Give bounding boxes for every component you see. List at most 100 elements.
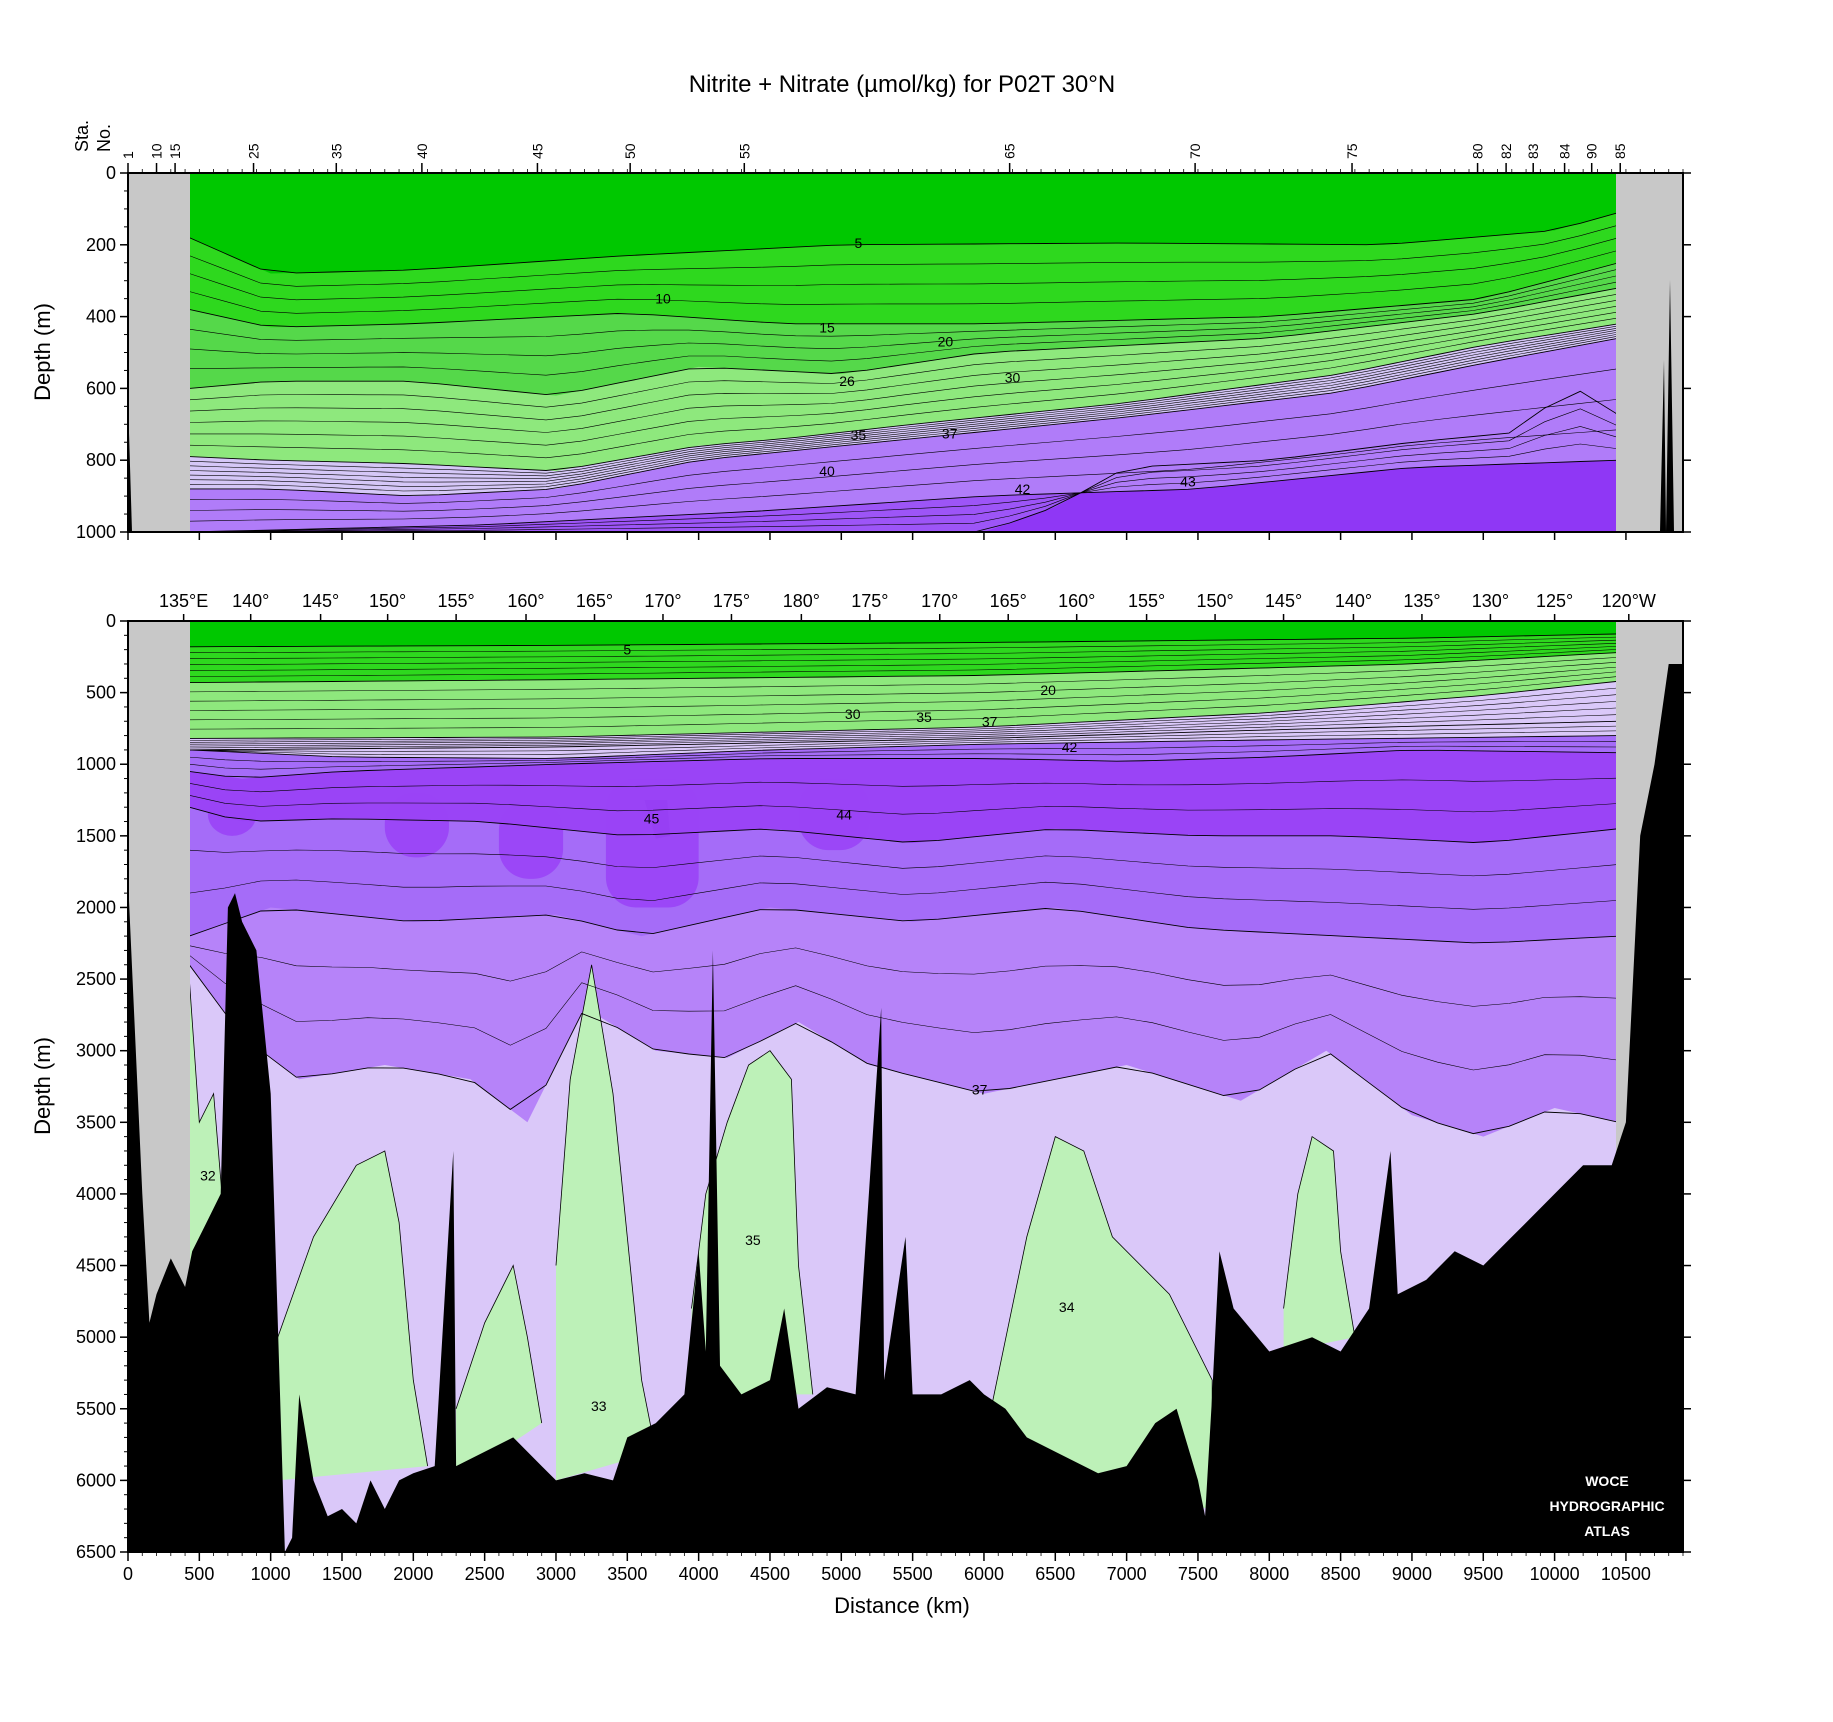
station-label: 25 xyxy=(246,143,262,159)
lower-eddy-core xyxy=(798,778,870,851)
upper-contour-line-minor xyxy=(189,333,1619,487)
upper-contour-line-minor xyxy=(189,398,1619,512)
lower-contour-line-minor xyxy=(189,642,1619,665)
lower-x-tick-label: 2500 xyxy=(465,1564,505,1584)
lower-contour-line-minor xyxy=(189,687,1619,741)
lower-contour-line xyxy=(189,633,1619,648)
lower-contour-line-minor xyxy=(189,849,1619,877)
lower-panel: 0500100015002000250030003500400045005000… xyxy=(30,591,1691,1618)
upper-contour-labels: 5 10 15 20 26 30 35 37 40 42 43 xyxy=(655,235,1196,497)
lower-contour-line-minor xyxy=(189,694,1619,743)
lower-contour-line-minor xyxy=(189,639,1619,659)
upper-contour-line-minor xyxy=(189,249,1619,314)
lower-y-axis-title: Depth (m) xyxy=(30,1037,55,1135)
upper-y-tick-label: 200 xyxy=(86,235,116,255)
longitude-label: 170° xyxy=(921,591,958,611)
lower-contour-line xyxy=(189,652,1619,684)
lower-eddy-core xyxy=(605,778,699,908)
longitude-label: 125° xyxy=(1536,591,1573,611)
lower-y-axis: 0 500 1000 1500 2000 2500 3000 3500 4000 4500 5000… xyxy=(76,611,1691,1562)
lower-x-tick-label: 4500 xyxy=(750,1564,790,1584)
lower-contour-line-deep xyxy=(990,1136,1213,1509)
lower-y-tick-label: 5500 xyxy=(76,1399,116,1419)
longitude-label: 170° xyxy=(644,591,681,611)
longitude-axis: 135°E 140° 145° 150° 155° 160° 165° 170° 175° 180… xyxy=(159,591,1656,621)
lower-y-tick-label: 2000 xyxy=(76,897,116,917)
lower-band-34-35 xyxy=(556,964,656,1481)
upper-y-axis: 0 200 400 600 800 1000 xyxy=(76,163,1691,542)
lower-x-tick-label: 1000 xyxy=(251,1564,291,1584)
upper-contour-label: 40 xyxy=(819,463,835,479)
longitude-label: 175° xyxy=(851,591,888,611)
upper-y-axis-title: Depth (m) xyxy=(30,303,55,401)
upper-contour-line-minor xyxy=(189,237,1619,301)
station-label: 35 xyxy=(328,143,344,159)
upper-contour-line xyxy=(189,459,1619,532)
lower-contour-line xyxy=(189,749,1619,778)
lower-y-tick-label: 6500 xyxy=(76,1542,116,1562)
lower-contour-label: 42 xyxy=(1062,739,1078,755)
lower-x-tick-label: 9000 xyxy=(1392,1564,1432,1584)
lower-y-tick-label: 6000 xyxy=(76,1470,116,1490)
upper-contour-line-minor xyxy=(189,305,1619,433)
station-label: 80 xyxy=(1470,143,1486,159)
station-label: 83 xyxy=(1525,143,1541,159)
longitude-label: 145° xyxy=(302,591,339,611)
upper-contour-line-minor xyxy=(189,224,1619,287)
lower-band-34-35 xyxy=(456,1265,542,1481)
lower-x-tick-label: 10500 xyxy=(1601,1564,1651,1584)
station-label: 82 xyxy=(1498,143,1514,159)
lower-x-tick-label: 6000 xyxy=(964,1564,1004,1584)
lower-y-tick-label: 4500 xyxy=(76,1256,116,1276)
lower-x-tick-label: 5000 xyxy=(821,1564,861,1584)
longitude-label: 145° xyxy=(1265,591,1302,611)
lower-y-tick-label: 1500 xyxy=(76,826,116,846)
lower-contour-line-minor xyxy=(189,725,1619,752)
upper-bands xyxy=(189,173,1619,532)
lower-contour-label: 20 xyxy=(1040,682,1056,698)
upper-contour-line-minor xyxy=(189,317,1619,459)
upper-contour-line xyxy=(189,323,1619,471)
station-label: 75 xyxy=(1344,143,1360,159)
station-axis-label-no: No. xyxy=(94,124,114,152)
lower-y-tick-label: 5000 xyxy=(76,1327,116,1347)
station-label: 65 xyxy=(1002,143,1018,159)
lower-contour-lines xyxy=(188,633,1619,1509)
lower-contour-label: 33 xyxy=(591,1398,607,1414)
lower-contour-label: 45 xyxy=(644,811,660,827)
lower-contour-line-minor xyxy=(189,954,1619,1071)
station-label: 70 xyxy=(1187,143,1203,159)
upper-y-tick-label: 600 xyxy=(86,378,116,398)
lower-contour-label: 35 xyxy=(745,1232,761,1248)
lower-contour-line-minor xyxy=(189,676,1619,730)
upper-contour-line-minor xyxy=(189,429,1619,522)
lower-band-34-35 xyxy=(1283,1136,1355,1352)
upper-y-tick-label: 400 xyxy=(86,307,116,327)
upper-contour-line-minor xyxy=(189,329,1619,479)
longitude-label: 160° xyxy=(507,591,544,611)
upper-contour-line xyxy=(189,337,1619,497)
upper-contour-label: 30 xyxy=(1005,370,1021,386)
upper-contour-line xyxy=(189,287,1619,396)
lower-y-tick-label: 3500 xyxy=(76,1112,116,1132)
lower-contour-line xyxy=(188,964,1619,1135)
lower-x-tick-label: 5500 xyxy=(893,1564,933,1584)
lower-x-tick-label: 3000 xyxy=(536,1564,576,1584)
lower-x-axis: 0 500 1000 1500 2000 2500 3000 3500 4000 4500 5000… xyxy=(123,1552,1684,1584)
station-label: 40 xyxy=(414,143,430,159)
lower-contour-line-minor xyxy=(189,730,1619,755)
upper-contour-label: 20 xyxy=(938,334,954,350)
lower-x-tick-label: 3500 xyxy=(607,1564,647,1584)
lower-contour-line-deep xyxy=(1283,1135,1356,1338)
station-label: 85 xyxy=(1612,143,1628,159)
station-label: 15 xyxy=(167,143,183,159)
lower-eddy-core xyxy=(207,792,257,836)
lower-x-tick-label: 10000 xyxy=(1530,1564,1580,1584)
upper-contour-line xyxy=(189,212,1619,274)
lower-y-tick-label: 3000 xyxy=(76,1041,116,1061)
upper-contour-line-minor xyxy=(189,299,1619,421)
lower-x-tick-label: 2000 xyxy=(393,1564,433,1584)
lower-contour-line-minor xyxy=(189,661,1619,702)
upper-contour-line-minor xyxy=(189,426,1619,532)
